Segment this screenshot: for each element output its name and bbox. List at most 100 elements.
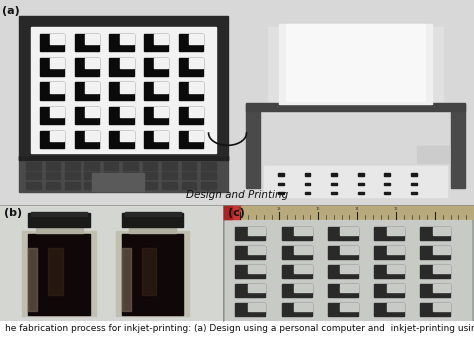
Bar: [26, 182, 41, 189]
Bar: [40, 34, 64, 51]
Bar: [328, 265, 358, 278]
Bar: [144, 83, 168, 100]
Bar: [19, 16, 228, 160]
Bar: [46, 182, 60, 189]
Bar: [433, 284, 450, 292]
Bar: [358, 183, 364, 185]
Bar: [340, 284, 358, 292]
Bar: [75, 107, 99, 124]
Bar: [182, 182, 196, 189]
Bar: [179, 131, 203, 149]
Bar: [129, 225, 176, 232]
Bar: [50, 58, 64, 68]
Bar: [50, 83, 64, 93]
Bar: [235, 265, 265, 278]
Bar: [65, 162, 80, 170]
Bar: [179, 58, 203, 76]
Bar: [305, 192, 310, 194]
Bar: [331, 173, 337, 176]
Bar: [384, 173, 390, 176]
Bar: [282, 284, 311, 297]
Bar: [48, 248, 63, 295]
Bar: [154, 107, 168, 117]
Bar: [268, 27, 443, 108]
Bar: [85, 34, 99, 44]
Bar: [123, 162, 138, 170]
Bar: [142, 248, 156, 295]
Bar: [162, 182, 177, 189]
Bar: [358, 173, 364, 176]
Bar: [294, 303, 311, 311]
Bar: [420, 265, 450, 278]
Bar: [50, 34, 64, 44]
Bar: [40, 131, 64, 149]
Text: 20: 20: [238, 207, 243, 211]
Bar: [420, 246, 450, 259]
Bar: [92, 173, 144, 191]
Bar: [154, 34, 168, 44]
Bar: [387, 246, 404, 254]
Bar: [189, 34, 203, 44]
Bar: [109, 83, 134, 100]
Bar: [433, 246, 450, 254]
Text: (b): (b): [4, 208, 23, 218]
Bar: [123, 172, 138, 179]
Bar: [85, 107, 99, 117]
Bar: [46, 162, 60, 170]
Bar: [278, 183, 284, 185]
Bar: [374, 284, 404, 297]
Bar: [85, 58, 99, 68]
Bar: [84, 172, 99, 179]
Bar: [40, 58, 64, 76]
Bar: [223, 205, 240, 219]
Bar: [328, 227, 358, 240]
Bar: [109, 107, 134, 124]
Bar: [264, 166, 447, 196]
Bar: [278, 192, 284, 194]
Bar: [279, 24, 432, 104]
Text: 16: 16: [316, 207, 320, 211]
Bar: [189, 83, 203, 93]
Bar: [420, 303, 450, 316]
Text: 18: 18: [277, 207, 282, 211]
Bar: [294, 227, 311, 235]
Bar: [84, 162, 99, 170]
Text: 14: 14: [355, 207, 359, 211]
Bar: [328, 246, 358, 259]
Text: Design and Printing: Design and Printing: [186, 189, 288, 200]
Bar: [387, 265, 404, 273]
Bar: [31, 27, 216, 153]
Bar: [384, 183, 390, 185]
Bar: [26, 162, 41, 170]
Bar: [40, 107, 64, 124]
Bar: [154, 83, 168, 93]
Bar: [278, 173, 284, 176]
Bar: [144, 131, 168, 149]
Bar: [119, 107, 134, 117]
Bar: [189, 58, 203, 68]
Bar: [223, 205, 232, 219]
Bar: [119, 58, 134, 68]
Bar: [331, 192, 337, 194]
Text: 12: 12: [394, 207, 398, 211]
Bar: [411, 192, 417, 194]
Bar: [179, 107, 203, 124]
Bar: [85, 83, 99, 93]
Bar: [201, 172, 216, 179]
Text: (c): (c): [228, 208, 245, 218]
Bar: [387, 303, 404, 311]
Bar: [119, 83, 134, 93]
Bar: [235, 303, 265, 316]
Bar: [28, 234, 90, 315]
Bar: [162, 172, 177, 179]
Bar: [235, 284, 265, 297]
Bar: [36, 225, 82, 232]
Bar: [143, 162, 157, 170]
Bar: [225, 220, 472, 320]
Bar: [179, 83, 203, 100]
Bar: [31, 212, 87, 216]
Bar: [411, 173, 417, 176]
Bar: [433, 227, 450, 235]
Bar: [384, 192, 390, 194]
Bar: [26, 172, 41, 179]
